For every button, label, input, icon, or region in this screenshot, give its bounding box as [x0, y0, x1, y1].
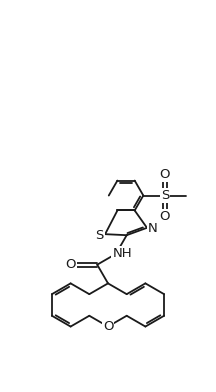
Text: S: S [95, 229, 103, 242]
Text: N: N [148, 222, 158, 235]
Text: O: O [160, 210, 170, 223]
Text: O: O [65, 258, 76, 271]
Text: NH: NH [112, 247, 132, 260]
Text: S: S [161, 189, 169, 202]
Text: O: O [160, 168, 170, 181]
Text: O: O [103, 320, 113, 333]
